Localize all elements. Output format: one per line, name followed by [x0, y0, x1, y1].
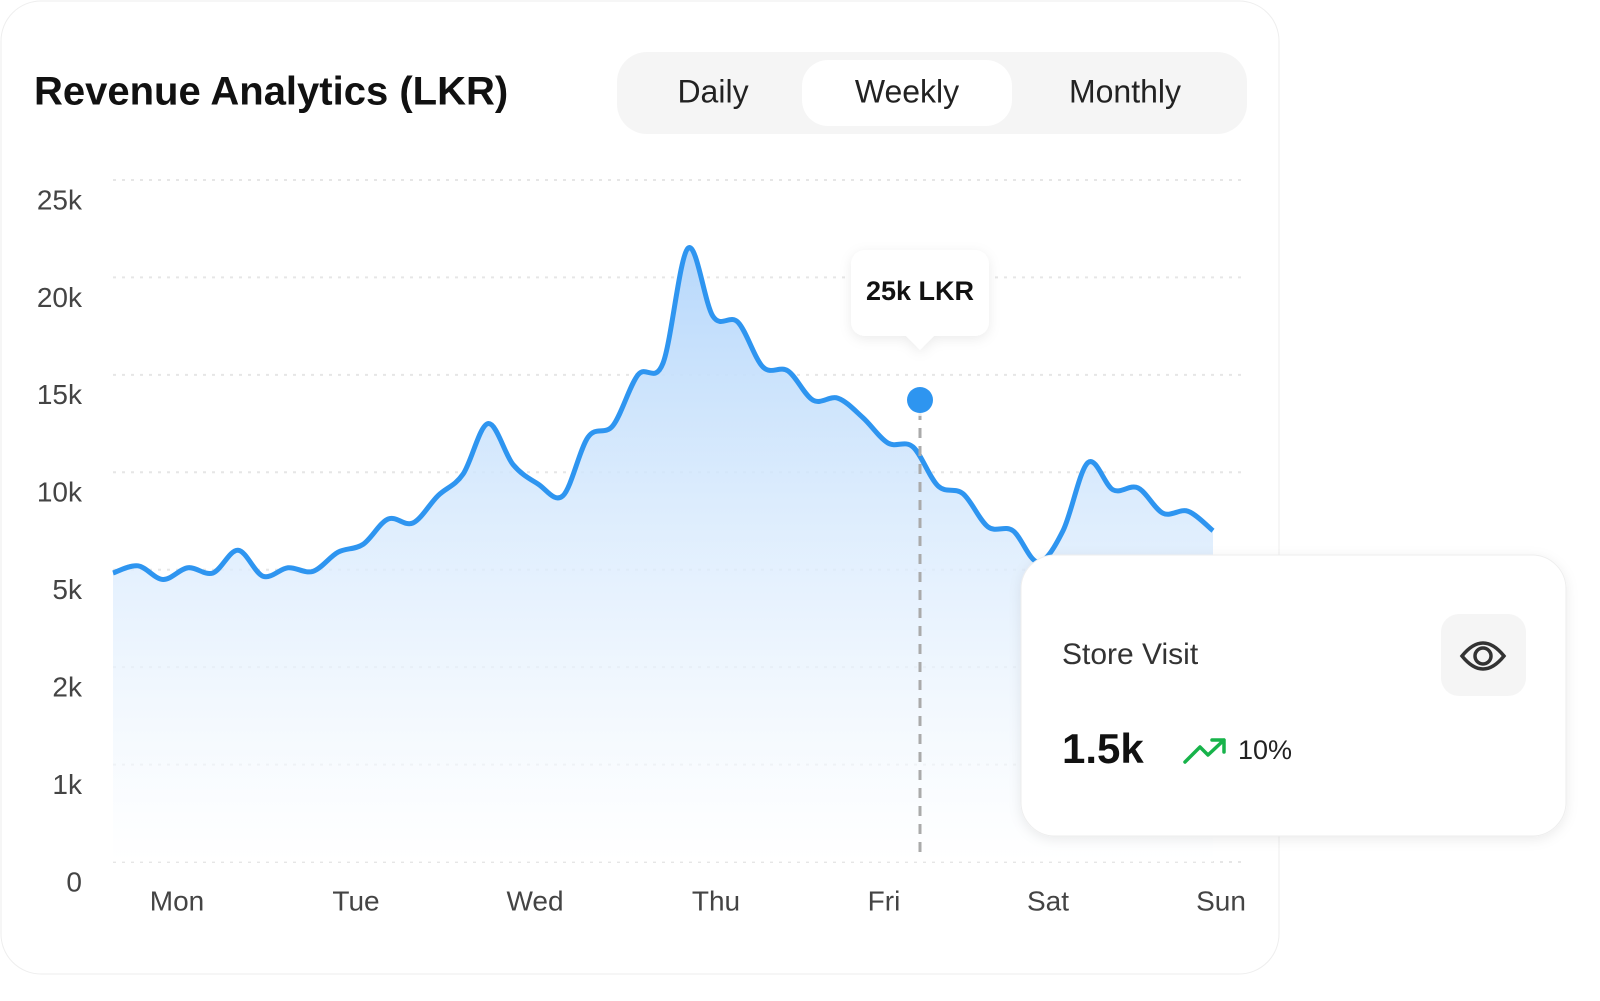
eye-icon [1459, 641, 1507, 671]
y-tick-label: 1k [52, 769, 83, 800]
x-tick-label: Tue [332, 885, 379, 916]
active-tab [802, 60, 1012, 126]
y-tick-label: 25k [37, 184, 83, 215]
cursor-dot [907, 387, 933, 413]
y-tick-label: 10k [37, 477, 83, 508]
store-visit-value: 1.5k [1062, 725, 1144, 772]
title: Revenue Analytics (LKR) [34, 70, 508, 114]
y-tick-label: 5k [52, 574, 83, 605]
eye-button[interactable] [1441, 614, 1526, 696]
store-visit-change: 10% [1238, 735, 1292, 765]
area [113, 247, 1213, 862]
x-tick-label: Sat [1027, 885, 1069, 916]
x-tick-label: Sun [1196, 885, 1246, 916]
tab[interactable]: Monthly [1069, 73, 1181, 109]
tooltip-text: 25k LKR [866, 276, 974, 306]
tab[interactable]: Weekly [855, 73, 959, 109]
y-tick-label: 15k [37, 379, 83, 410]
tooltip [851, 250, 989, 350]
trend-up-icon [1183, 738, 1226, 764]
x-tick-label: Fri [868, 885, 901, 916]
y-tick-label: 0 [66, 866, 82, 897]
y-tick-label: 20k [37, 282, 83, 313]
y-tick-label: 2k [52, 672, 83, 703]
store-visit-card [1020, 554, 1567, 837]
x-tick-label: Thu [692, 885, 740, 916]
tab[interactable]: Daily [677, 73, 748, 109]
line [112, 245, 1215, 582]
x-tick-label: Wed [506, 885, 563, 916]
x-tick-label: Mon [150, 885, 204, 916]
store-visit-title: Store Visit [1062, 638, 1199, 671]
